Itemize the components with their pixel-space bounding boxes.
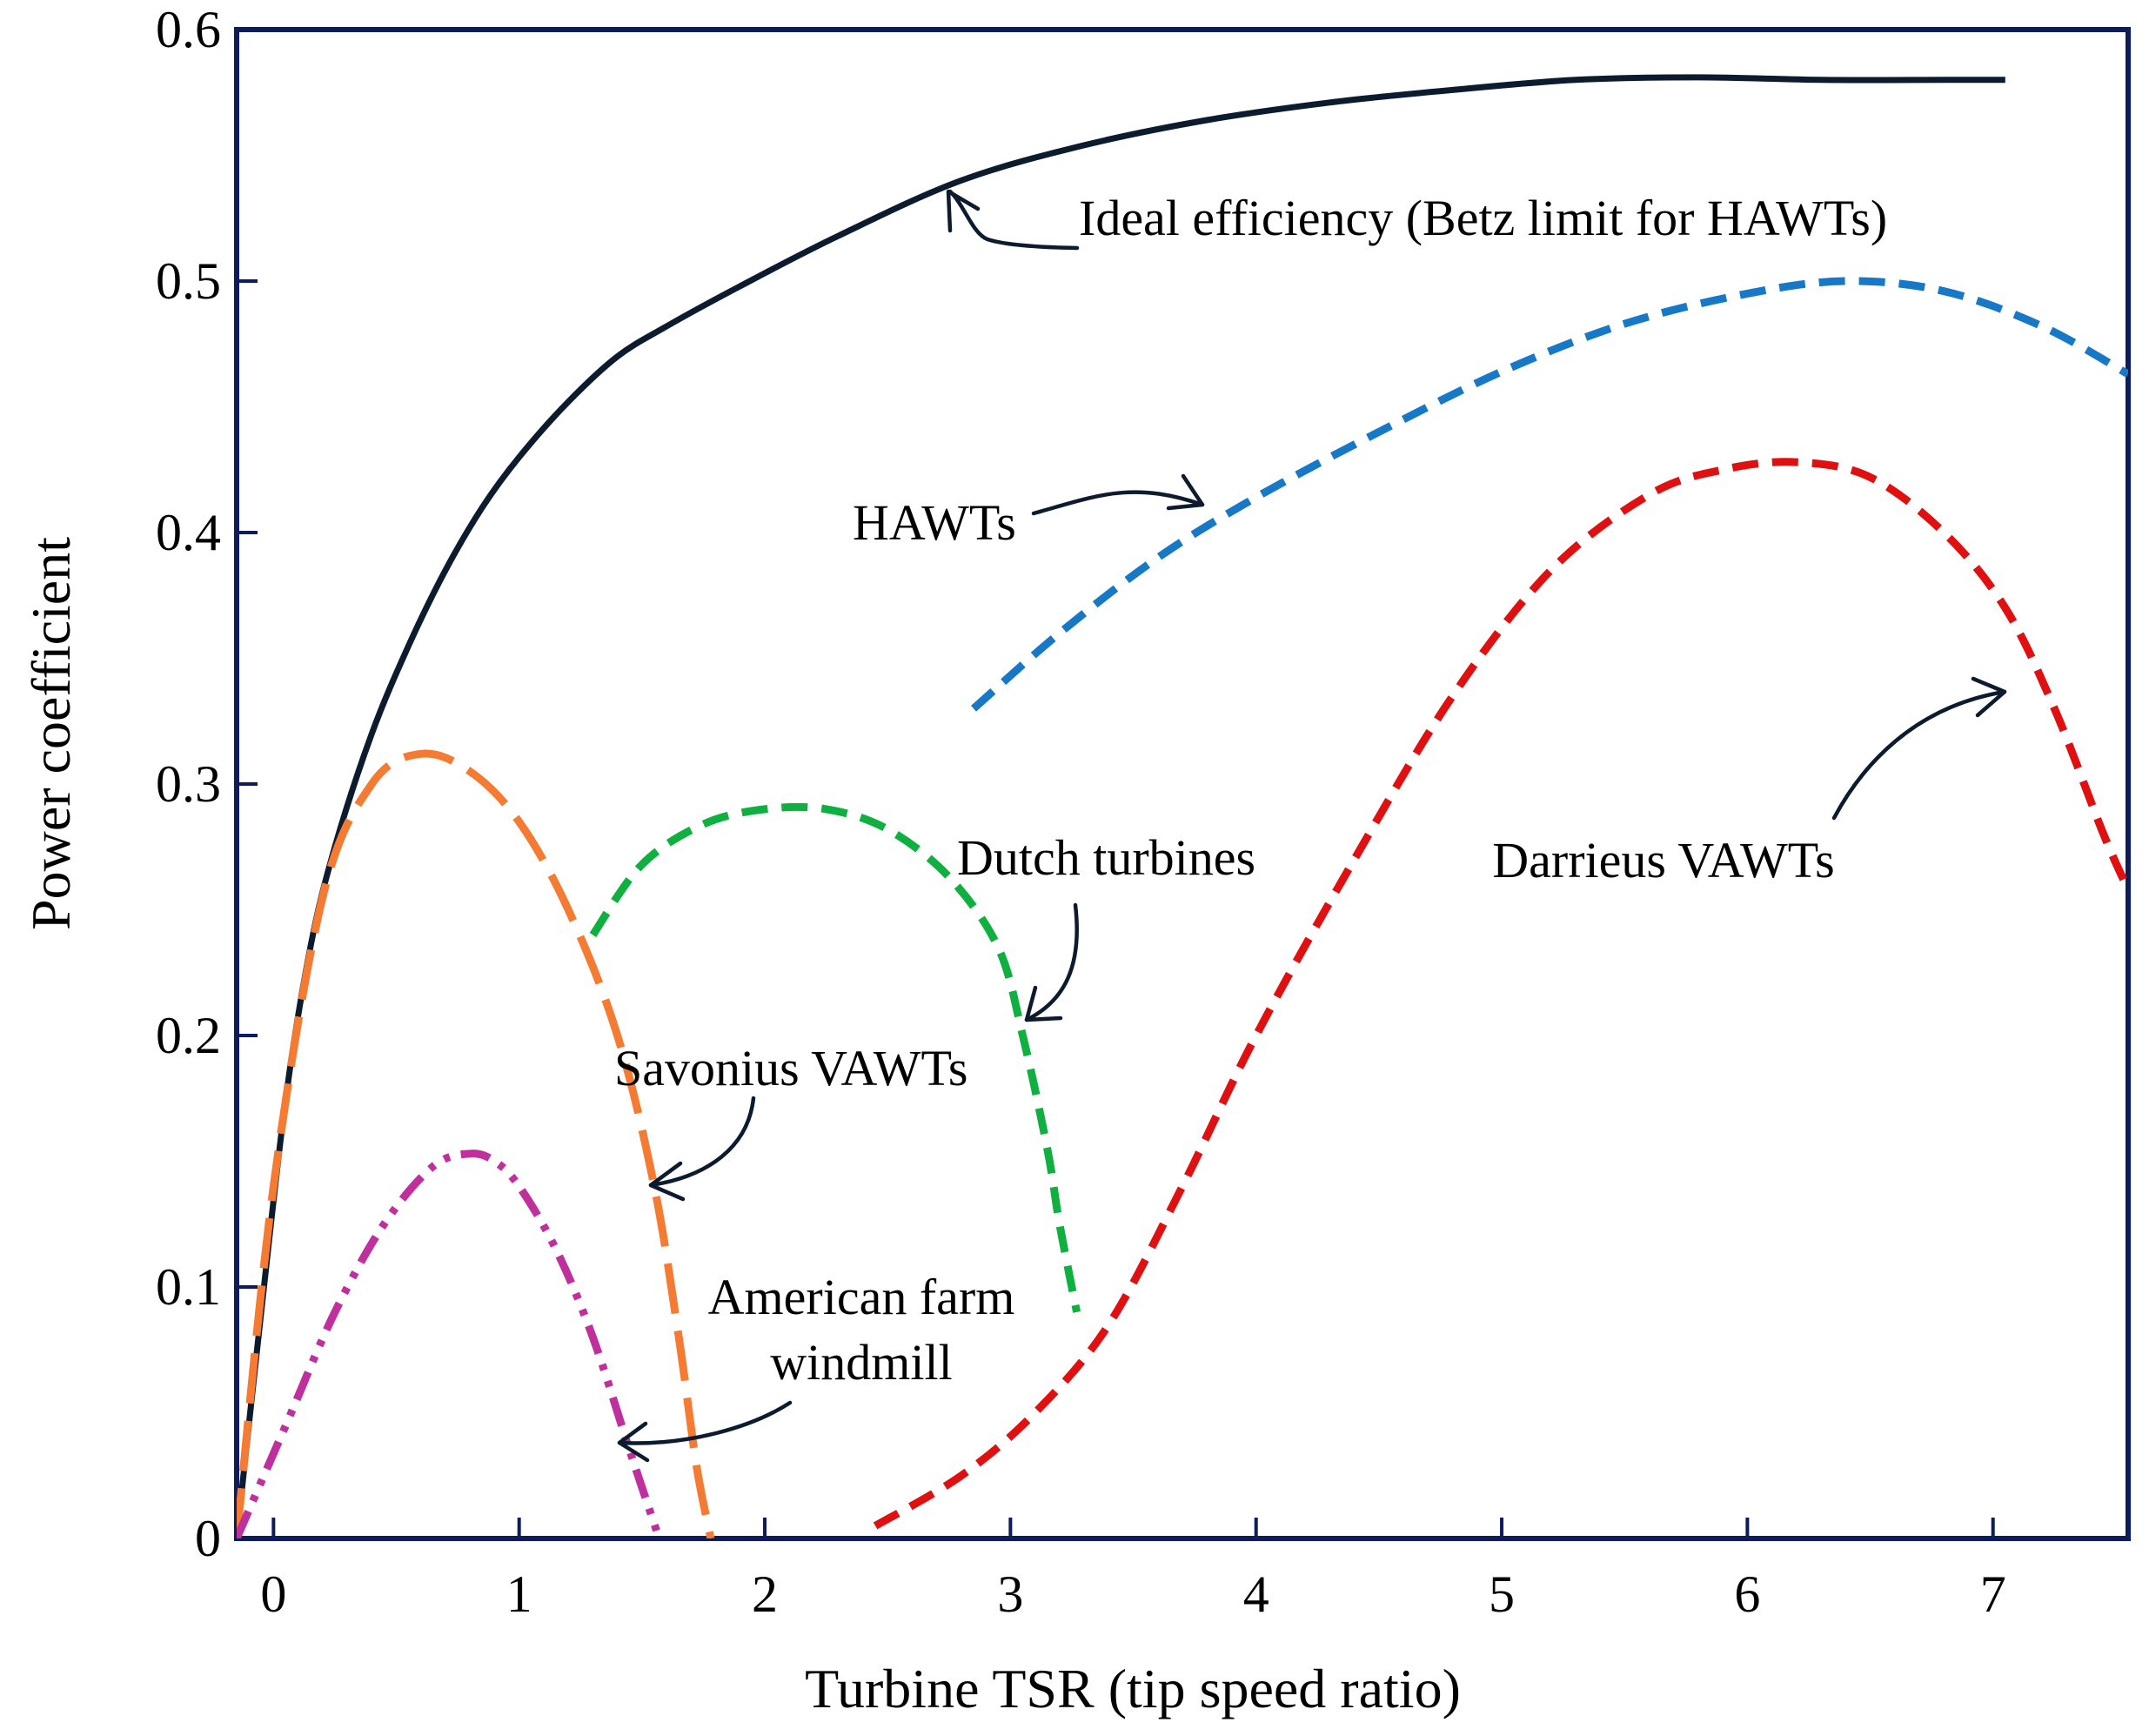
dutch-turbines-arrow [1024,902,1079,1022]
y-axis-tick-labels: 0 0.1 0.2 0.3 0.4 0.5 0.6 [156,1,221,1567]
y-tick-label-0.5: 0.5 [156,252,221,310]
hawts-arrow [1031,490,1205,516]
series-line-american-farm-windmill [237,1150,663,1538]
x-tick-label-4: 4 [1243,1565,1269,1623]
annotation-hawts: HAWTs [853,494,1016,551]
x-tick-label-2: 2 [752,1565,778,1623]
plot-frame [234,27,2131,1541]
annotation-ideal-efficiency: Ideal efficiency (Betz limit for HAWTs) [1079,190,1887,246]
annotation-american-farm: American farm [708,1269,1015,1325]
ideal-efficiency-arrowhead [946,189,981,233]
x-axis-ticks [271,1518,1995,1538]
savonius-arrowhead [648,1161,686,1202]
american-farm-windmill-arrow [617,1400,793,1445]
y-tick-label-0.3: 0.3 [156,755,221,813]
annotation-labels: Ideal efficiency (Betz limit for HAWTs) … [614,190,1887,1391]
x-tick-label-7: 7 [1980,1565,2006,1623]
series-lines [237,74,2128,1538]
x-axis-title: Turbine TSR (tip speed ratio) [805,1658,1461,1719]
x-axis-tick-labels: 0 1 2 3 4 5 6 7 [260,1565,2005,1623]
x-tick-label-0: 0 [260,1565,286,1623]
y-tick-label-0.1: 0.1 [156,1258,221,1316]
y-axis-title: Power coefficient [20,537,82,930]
y-tick-label-0.6: 0.6 [156,1,221,58]
x-tick-label-6: 6 [1734,1565,1760,1623]
y-tick-label-0.4: 0.4 [156,504,221,561]
american-farm-windmill-arrowhead [617,1421,650,1463]
y-axis-ticks [237,28,258,1540]
x-tick-label-1: 1 [506,1565,532,1623]
annotation-savonius: Savonius VAWTs [614,1040,967,1096]
darrieus-arrow [1831,689,2007,821]
x-tick-label-3: 3 [997,1565,1023,1623]
x-tick-label-5: 5 [1489,1565,1515,1623]
series-line-ideal-efficiency-betz-limit-for-hawts [237,74,2005,1538]
annotation-dutch-turbines: Dutch turbines [957,829,1255,886]
savonius-arrow [648,1096,756,1188]
dutch-turbines-arrowhead [1024,985,1063,1022]
series-line-savonius-vawts [237,749,715,1538]
series-line-hawts [971,277,2128,712]
annotation-darrieus: Darrieus VAWTs [1492,832,1834,888]
series-line-dutch-turbines [589,802,1081,1313]
y-tick-label-0: 0 [195,1510,221,1567]
darrieus-arrowhead [1971,676,2007,718]
series-line-darrieus-vawts [873,458,2128,1530]
annotation-windmill: windmill [770,1334,952,1391]
y-tick-label-0.2: 0.2 [156,1007,221,1064]
hawts-arrowhead [1166,473,1205,511]
annotation-arrows [617,189,2007,1463]
ideal-efficiency-arrow [947,189,1080,251]
